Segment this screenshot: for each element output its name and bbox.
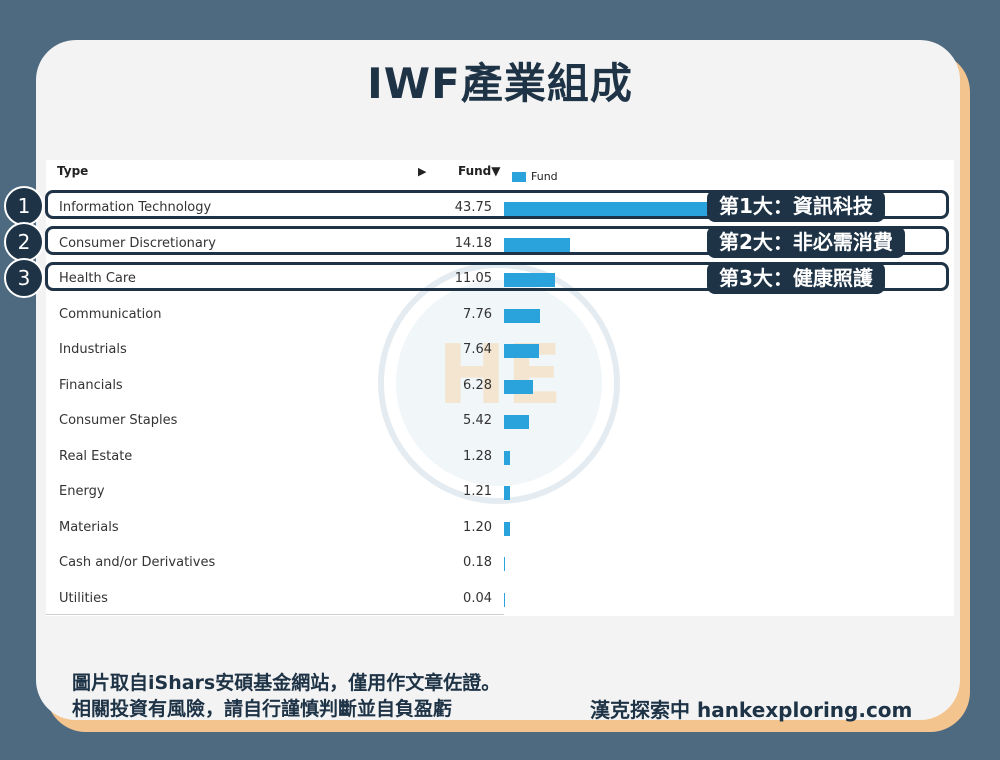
bar [504, 592, 505, 607]
row-label: Health Care [59, 271, 136, 286]
rank-badge-3: 3 [4, 258, 44, 298]
row-label: Information Technology [59, 200, 212, 215]
row-value: 43.75 [454, 200, 492, 215]
bar [504, 344, 540, 358]
footer-source-note: 圖片取自iShars安碩基金網站，僅用作文章佐證。 [72, 672, 501, 694]
row-label: Industrials [59, 342, 127, 357]
row-label: Financials [59, 377, 123, 393]
row-label: Consumer Discretionary [59, 235, 216, 251]
row-value: 11.05 [454, 271, 492, 286]
column-header-type[interactable]: Type [57, 164, 89, 178]
watermark-ring [378, 262, 620, 504]
row-value: 1.28 [463, 448, 492, 464]
row-value: 7.64 [463, 342, 492, 357]
sort-arrow-icon[interactable]: ▶ [418, 165, 427, 178]
column-header-fund[interactable]: Fund▼ [458, 164, 501, 178]
table-bottom-divider [46, 614, 504, 615]
bar [504, 237, 570, 252]
bar [504, 486, 510, 500]
row-value: 14.18 [454, 235, 492, 251]
bar [504, 415, 530, 429]
bar [504, 521, 510, 536]
row-value: 0.18 [463, 555, 492, 570]
row-label: Cash and/or Derivatives [59, 555, 216, 570]
page-title: IWF產業組成 [367, 59, 633, 108]
row-label: Real Estate [59, 448, 133, 464]
callout-rank-2: 第2大：非必需消費 [707, 226, 905, 258]
rank-badge-1: 1 [4, 186, 44, 226]
row-label: Consumer Staples [59, 413, 178, 428]
footer-risk-note: 相關投資有風險，請自行謹慎判斷並自負盈虧 [72, 698, 453, 720]
bar [504, 308, 540, 323]
bar [504, 379, 534, 394]
watermark-circle [396, 280, 602, 486]
row-label: Energy [59, 484, 105, 499]
row-label: Utilities [59, 590, 108, 606]
highlight-box-1 [45, 190, 949, 219]
row-value: 6.28 [463, 377, 492, 393]
legend-label: Fund [531, 170, 558, 183]
row-value: 0.04 [463, 590, 492, 606]
row-value: 5.42 [463, 413, 492, 428]
highlight-box-3 [45, 262, 949, 291]
bar [504, 450, 510, 465]
row-value: 1.21 [463, 484, 492, 499]
bar [504, 273, 556, 287]
row-label: Communication [59, 306, 162, 322]
bar [504, 557, 505, 571]
legend-swatch [512, 172, 526, 182]
row-value: 7.76 [463, 306, 492, 322]
footer-brand: 漢克探索中 hankexploring.com [590, 698, 913, 722]
callout-rank-1: 第1大：資訊科技 [707, 190, 885, 222]
rank-badge-2: 2 [4, 222, 44, 262]
callout-rank-3: 第3大：健康照護 [707, 262, 885, 294]
highlight-box-2 [45, 226, 949, 255]
bar [504, 202, 707, 216]
row-label: Materials [59, 519, 119, 535]
row-value: 1.20 [463, 519, 492, 535]
watermark-logo: HE [437, 328, 563, 423]
